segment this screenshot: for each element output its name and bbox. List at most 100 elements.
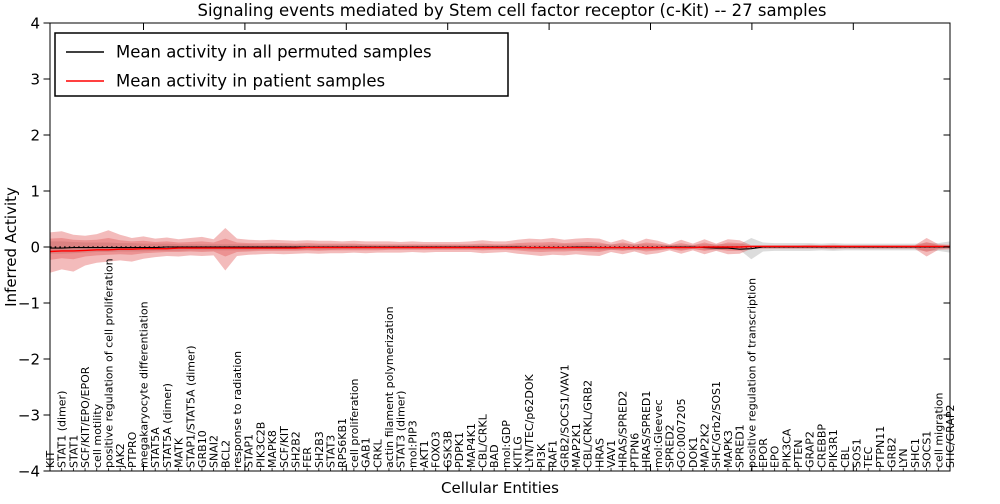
x-tick-label: mol:GDP bbox=[500, 420, 513, 468]
x-tick-label: MAP2K2 bbox=[699, 423, 712, 468]
x-tick-label: GRB2/SOCS1/VAV1 bbox=[558, 364, 571, 468]
x-tick-label: PIK3R1 bbox=[827, 429, 840, 468]
x-tick-label: mol:Gleevec bbox=[652, 399, 665, 468]
y-tick-label: 1 bbox=[30, 183, 40, 201]
x-tick-label: SCF/KIT bbox=[278, 426, 291, 468]
y-tick-label: 3 bbox=[30, 71, 40, 89]
x-tick-label: TEC bbox=[862, 446, 875, 469]
x-tick-label: PTEN bbox=[792, 439, 805, 468]
x-tick-label: PDPK1 bbox=[453, 432, 466, 468]
patient-samples-range-inner-band bbox=[50, 238, 950, 260]
y-tick-label: −3 bbox=[18, 407, 40, 425]
x-tick-label: HRAS/SPRED2 bbox=[617, 391, 630, 468]
x-tick-label: SH2B2 bbox=[290, 431, 303, 468]
x-tick-label: HRAS/SPRED1 bbox=[640, 391, 653, 468]
x-tick-label: STAT5A bbox=[149, 427, 162, 468]
x-tick-label: cell motility bbox=[91, 403, 104, 468]
x-tick-label: AKT1 bbox=[418, 440, 431, 468]
x-tick-label: actin filament polymerization bbox=[383, 306, 396, 468]
x-tick-label: megakaryocyte differentiation bbox=[138, 301, 151, 468]
x-tick-label: MAPK3 bbox=[722, 430, 735, 468]
x-tick-label: GRB2 bbox=[886, 437, 899, 468]
x-tick-label: PI3K bbox=[535, 443, 548, 468]
x-tick-label: PTPN11 bbox=[874, 426, 887, 468]
x-tick-label: MAP2K1 bbox=[570, 423, 583, 468]
x-tick-label: LYN bbox=[897, 448, 910, 468]
mean-lines-layer bbox=[49, 245, 950, 253]
x-tick-label: CREBBP bbox=[815, 424, 828, 468]
x-axis-title: Cellular Entities bbox=[441, 479, 559, 497]
y-tick-labels-layer: 4 3 2 1 0 −1 −2 −3 −4 bbox=[18, 15, 40, 481]
x-tick-label: LYN/TEC/p62DOK bbox=[523, 374, 536, 468]
x-tick-label: SPRED2 bbox=[664, 424, 677, 468]
x-tick-label: GRAP2 bbox=[804, 431, 817, 468]
x-tick-label: STAT1 (dimer) bbox=[56, 391, 69, 468]
x-tick-label: KITLG bbox=[512, 436, 525, 468]
x-tick-label: SHC1 bbox=[909, 438, 922, 468]
x-tick-label: GSK3B bbox=[441, 431, 454, 468]
x-tick-label: STAT5A (dimer) bbox=[161, 383, 174, 468]
confidence-bands-layer bbox=[50, 228, 950, 273]
plot-frame bbox=[49, 22, 951, 472]
x-tick-label: SPRED1 bbox=[734, 424, 747, 468]
x-tick-label: PTPRO bbox=[126, 431, 139, 468]
x-tick-label: GO:0007205 bbox=[675, 398, 688, 468]
x-tick-label: cell proliferation bbox=[348, 378, 361, 468]
y-tick-label: 0 bbox=[30, 239, 40, 257]
x-tick-label: SOS1 bbox=[851, 438, 864, 468]
x-tick-label: GRB10 bbox=[196, 430, 209, 468]
x-tick-label: JAK2 bbox=[114, 443, 127, 469]
permuted-samples-range-band bbox=[50, 238, 950, 260]
x-tick-label: PIK3C2B bbox=[254, 422, 267, 468]
x-tick-label: HRAS bbox=[593, 438, 606, 468]
y-tick-label: −1 bbox=[18, 295, 40, 313]
x-tick-label: PIK3CA bbox=[780, 428, 793, 468]
x-tick-label: response to radiation bbox=[231, 351, 244, 468]
x-tick-label: STAT1 bbox=[67, 435, 80, 468]
y-tick-label: 2 bbox=[30, 127, 40, 145]
chart-title: Signaling events mediated by Stem cell f… bbox=[198, 1, 827, 20]
x-tick-label: MATK bbox=[173, 437, 186, 468]
legend-label-permuted: Mean activity in all permuted samples bbox=[116, 43, 432, 62]
x-tick-label: SOCS1 bbox=[921, 431, 934, 468]
x-tick-label: CBL/CRKL/GRB2 bbox=[582, 380, 595, 468]
x-tick-label: FER bbox=[301, 447, 314, 468]
x-tick-label: CBL bbox=[839, 446, 852, 468]
y-tick-label: −4 bbox=[18, 463, 40, 481]
x-tick-label: mol:PIP3 bbox=[406, 420, 419, 468]
x-tick-label: GAB1 bbox=[360, 437, 373, 468]
x-tick-label: CBL/CRKL bbox=[477, 413, 490, 468]
x-tick-label: STAP1/STAT5A (dimer) bbox=[184, 345, 197, 468]
x-tick-label: SH2B3 bbox=[313, 431, 326, 468]
x-tick-label: BAD bbox=[488, 444, 501, 468]
x-tick-label: VAV1 bbox=[605, 440, 618, 468]
patient-samples-range-outer-band bbox=[50, 228, 950, 273]
x-tick-label: SNAI2 bbox=[208, 435, 221, 468]
patient-mean-line bbox=[49, 245, 950, 253]
x-tick-label: BCL2 bbox=[219, 440, 232, 468]
x-tick-label: EPOR bbox=[757, 438, 770, 468]
y-axis-title: Inferred Activity bbox=[2, 187, 20, 307]
x-tick-label: positive regulation of cell proliferatio… bbox=[102, 258, 115, 468]
legend: Mean activity in all permuted samples Me… bbox=[54, 32, 509, 97]
x-tick-label: MAPK8 bbox=[266, 430, 279, 468]
x-tick-label: STAP1 bbox=[243, 434, 256, 468]
x-tick-label: MAP4K1 bbox=[465, 423, 478, 468]
legend-box bbox=[54, 32, 509, 97]
x-tick-label: CRKL bbox=[371, 438, 384, 468]
x-tick-label: positive regulation of transcription bbox=[745, 278, 758, 468]
x-tick-label: SHC/Grb2/SOS1 bbox=[710, 381, 723, 468]
x-tick-label: STAT3 bbox=[325, 435, 338, 468]
x-tick-label: FOXO3 bbox=[430, 431, 443, 468]
legend-label-patient: Mean activity in patient samples bbox=[116, 72, 385, 91]
x-tick-label: STAT3 (dimer) bbox=[395, 391, 408, 468]
x-tick-label: SCF/KIT/EPO/EPOR bbox=[79, 366, 92, 468]
y-tick-label: 4 bbox=[30, 15, 40, 33]
y-tick-label: −2 bbox=[18, 351, 40, 369]
x-tick-label: RAF1 bbox=[547, 440, 560, 468]
x-tick-label: PTPN6 bbox=[628, 433, 641, 468]
x-tick-label: cell migration bbox=[932, 392, 945, 468]
